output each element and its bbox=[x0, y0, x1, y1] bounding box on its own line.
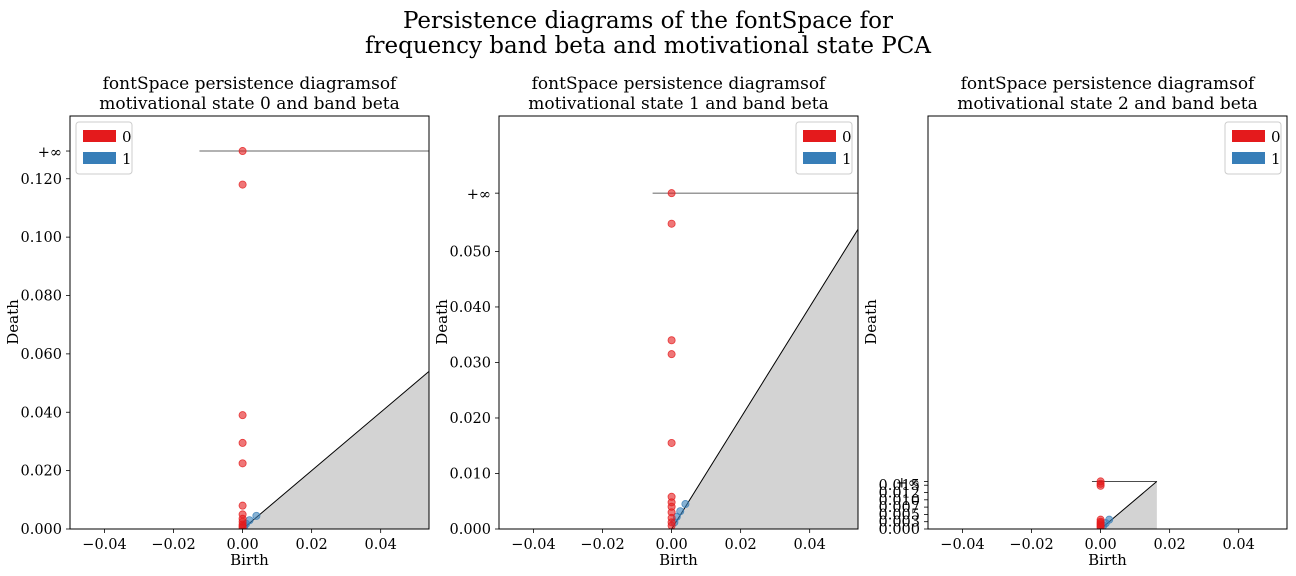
x-tick-label-4: 0.04 bbox=[365, 537, 397, 553]
y-tick-label-0: 0.000 bbox=[20, 522, 62, 538]
plot-area bbox=[199, 147, 429, 529]
legend: 01 bbox=[1224, 121, 1282, 175]
panel-1: fontSpace persistence diagramsofmotivati… bbox=[433, 74, 859, 569]
point-h0-4 bbox=[667, 438, 676, 447]
x-tick-label-4: 0.04 bbox=[794, 537, 826, 553]
plot-area bbox=[1091, 477, 1158, 529]
legend: 01 bbox=[795, 121, 853, 175]
y-tick-label-5: 0.012 bbox=[878, 486, 920, 502]
y-tick-label-5: 0.100 bbox=[20, 230, 62, 246]
y-tick-label-1: 0.010 bbox=[449, 466, 491, 482]
legend-label-h0: 0 bbox=[122, 128, 132, 146]
point-h0-5 bbox=[238, 501, 247, 510]
x-axis-label: Birth bbox=[1088, 551, 1127, 569]
y-axis-label: Death bbox=[433, 299, 451, 345]
x-axis-label: Birth bbox=[659, 551, 698, 569]
x-tick-label-1: −0.02 bbox=[1009, 537, 1053, 553]
y-tick-label-1: 0.003 bbox=[878, 515, 920, 531]
point-h0-3 bbox=[238, 438, 247, 447]
panel-title-line1: fontSpace persistence diagramsof bbox=[103, 74, 398, 94]
panel-0: fontSpace persistence diagramsofmotivati… bbox=[4, 74, 430, 569]
point-h1-0 bbox=[252, 511, 261, 520]
y-tick-label-2: 0.020 bbox=[449, 411, 491, 427]
x-tick-label-0: −0.04 bbox=[940, 537, 984, 553]
legend-label-h1: 1 bbox=[1271, 150, 1281, 168]
legend-swatch-h0 bbox=[803, 130, 836, 142]
panel-title-line2: motivational state 0 and band beta bbox=[99, 94, 400, 114]
point-h0-11 bbox=[238, 523, 247, 529]
y-tick-label-2: 0.040 bbox=[20, 405, 62, 421]
x-tick-label-1: −0.02 bbox=[580, 537, 624, 553]
panel-title-line1: fontSpace persistence diagramsof bbox=[961, 74, 1256, 94]
point-h0-11 bbox=[667, 521, 676, 529]
y-tick-label-infinity: +∞ bbox=[896, 475, 920, 491]
panel-title-line1: fontSpace persistence diagramsof bbox=[532, 74, 827, 94]
point-h1-0 bbox=[681, 500, 690, 509]
x-tick-label-3: 0.02 bbox=[724, 537, 756, 553]
panel-2: fontSpace persistence diagramsofmotivati… bbox=[862, 74, 1288, 569]
legend-swatch-h1 bbox=[1232, 152, 1265, 164]
x-tick-label-3: 0.02 bbox=[295, 537, 327, 553]
y-tick-label-1: 0.020 bbox=[20, 464, 62, 480]
x-tick-label-4: 0.04 bbox=[1223, 537, 1255, 553]
legend-swatch-h1 bbox=[83, 152, 116, 164]
point-h0-2 bbox=[1096, 481, 1105, 490]
legend-swatch-h0 bbox=[1232, 130, 1265, 142]
diagonal-line bbox=[242, 371, 429, 529]
y-tick-label-4: 0.040 bbox=[449, 300, 491, 316]
y-tick-label-5: 0.050 bbox=[449, 244, 491, 260]
y-tick-label-2: 0.005 bbox=[878, 507, 920, 523]
panel-frame bbox=[69, 115, 430, 530]
y-tick-label-3: 0.030 bbox=[449, 355, 491, 371]
y-tick-label-6: 0.120 bbox=[20, 172, 62, 188]
panel-frame bbox=[498, 115, 859, 530]
legend-label-h0: 0 bbox=[842, 128, 852, 146]
x-tick-label-2: 0.00 bbox=[1084, 537, 1116, 553]
diagonal-line bbox=[671, 228, 858, 529]
x-tick-label-0: −0.04 bbox=[511, 537, 555, 553]
legend-label-h1: 1 bbox=[842, 150, 852, 168]
y-tick-label-infinity: +∞ bbox=[38, 145, 62, 161]
point-h0-0 bbox=[667, 189, 676, 198]
y-tick-label-0: 0.000 bbox=[878, 522, 920, 538]
panel-title-line2: motivational state 2 and band beta bbox=[957, 94, 1258, 114]
legend-label-h1: 1 bbox=[122, 150, 132, 168]
x-tick-label-2: 0.00 bbox=[226, 537, 258, 553]
x-tick-label-1: −0.02 bbox=[151, 537, 195, 553]
legend-swatch-h0 bbox=[83, 130, 116, 142]
legend: 01 bbox=[75, 121, 133, 175]
point-h0-0 bbox=[238, 147, 247, 156]
panel-frame bbox=[927, 115, 1288, 530]
y-tick-label-6: 0.015 bbox=[878, 478, 920, 494]
panels: fontSpace persistence diagramsofmotivati… bbox=[4, 74, 1288, 569]
figure-suptitle-line1: Persistence diagrams of the fontSpace fo… bbox=[403, 8, 893, 34]
legend-swatch-h1 bbox=[803, 152, 836, 164]
plot-area bbox=[652, 189, 858, 529]
y-tick-label-infinity: +∞ bbox=[467, 187, 491, 203]
x-tick-label-2: 0.00 bbox=[655, 537, 687, 553]
point-h0-4 bbox=[238, 459, 247, 468]
x-tick-label-0: −0.04 bbox=[82, 537, 126, 553]
panel-title-line2: motivational state 1 and band beta bbox=[528, 94, 829, 114]
y-axis-label: Death bbox=[4, 299, 22, 345]
point-h0-1 bbox=[667, 219, 676, 228]
figure-suptitle-line2: frequency band beta and motivational sta… bbox=[365, 33, 931, 59]
y-tick-label-4: 0.080 bbox=[20, 289, 62, 305]
y-axis-label: Death bbox=[862, 299, 880, 345]
x-axis-label: Birth bbox=[230, 551, 269, 569]
point-h0-2 bbox=[667, 336, 676, 345]
y-tick-label-3: 0.060 bbox=[20, 347, 62, 363]
point-h0-3 bbox=[667, 350, 676, 359]
y-tick-label-0: 0.000 bbox=[449, 522, 491, 538]
x-tick-label-3: 0.02 bbox=[1153, 537, 1185, 553]
point-h0-1 bbox=[238, 180, 247, 189]
legend-label-h0: 0 bbox=[1271, 128, 1281, 146]
y-tick-label-3: 0.007 bbox=[878, 500, 920, 516]
y-tick-label-4: 0.010 bbox=[878, 493, 920, 509]
point-h0-8 bbox=[1096, 523, 1105, 529]
point-h0-2 bbox=[238, 411, 247, 420]
